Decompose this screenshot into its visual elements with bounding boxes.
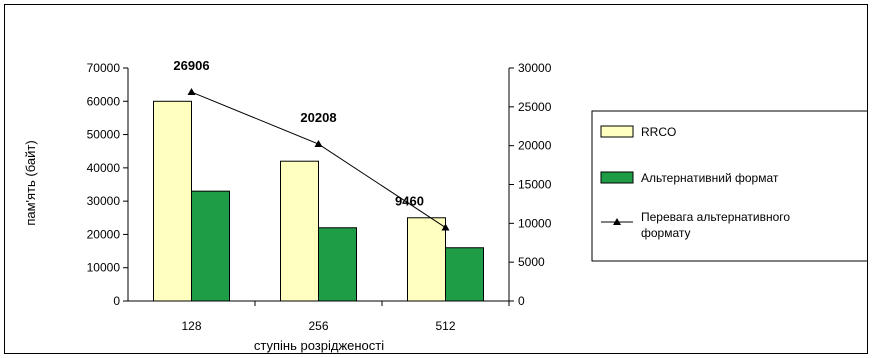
left-axis-ticks: 0 10000 20000 30000 40000 50000 60000 70000 — [87, 61, 128, 308]
x-tick-label: 128 — [181, 319, 201, 333]
legend-label-line: Перевага альтернативного формату — [641, 210, 793, 240]
data-label: 20208 — [300, 110, 336, 125]
x-tick-label: 512 — [435, 319, 455, 333]
x-axis-ticks: 128 256 512 — [181, 301, 510, 333]
y2-tick-label: 10000 — [518, 216, 552, 230]
y-tick-label: 50000 — [87, 128, 121, 142]
y-tick-label: 0 — [113, 294, 120, 308]
data-label: 26906 — [173, 58, 209, 73]
y-tick-label: 30000 — [87, 194, 121, 208]
line-point — [314, 140, 323, 148]
x-tick-label: 256 — [308, 319, 328, 333]
legend-box — [591, 110, 871, 262]
legend-label-line-1: Перевага альтернативного — [641, 210, 790, 224]
bar — [445, 247, 484, 302]
bar — [191, 190, 230, 302]
line-series: 26906 20208 9460 — [173, 58, 450, 231]
legend-swatch-alt — [600, 171, 634, 184]
bar-series — [153, 100, 484, 302]
combo-chart: 0 10000 20000 30000 40000 50000 60000 70000 0 50… — [23, 58, 871, 353]
legend: RRCO Альтернативний формат Перевага альт… — [591, 110, 871, 262]
y-tick-label: 60000 — [87, 94, 121, 108]
chart-frame: 0 10000 20000 30000 40000 50000 60000 70000 0 50… — [4, 4, 871, 354]
bar — [153, 100, 192, 302]
right-axis-ticks: 0 5000 10000 15000 20000 25000 30000 — [509, 61, 552, 308]
y-tick-label: 40000 — [87, 161, 121, 175]
y2-tick-label: 30000 — [518, 61, 552, 75]
bar — [280, 160, 319, 302]
y2-tick-label: 20000 — [518, 139, 552, 153]
y-tick-label: 20000 — [87, 227, 121, 241]
legend-label-rrco: RRCO — [641, 125, 676, 139]
line-point — [441, 223, 450, 231]
legend-triangle-marker — [613, 218, 621, 225]
y2-tick-label: 25000 — [518, 100, 552, 114]
legend-label-line-2: формату — [641, 226, 691, 240]
data-label: 9460 — [395, 194, 424, 209]
legend-label-alt: Альтернативний формат — [641, 171, 779, 185]
y2-tick-label: 15000 — [518, 178, 552, 192]
y-tick-label: 10000 — [87, 261, 121, 275]
x-axis-title: ступінь розрідженості — [254, 338, 384, 353]
y2-tick-label: 5000 — [518, 255, 545, 269]
y2-tick-label: 0 — [518, 294, 525, 308]
y-tick-label: 70000 — [87, 61, 121, 75]
line-point — [187, 88, 196, 96]
y-axis-title: пам'ять (байт) — [23, 140, 38, 225]
bar — [318, 227, 357, 302]
legend-swatch-rrco — [600, 125, 634, 138]
bar — [407, 217, 446, 302]
